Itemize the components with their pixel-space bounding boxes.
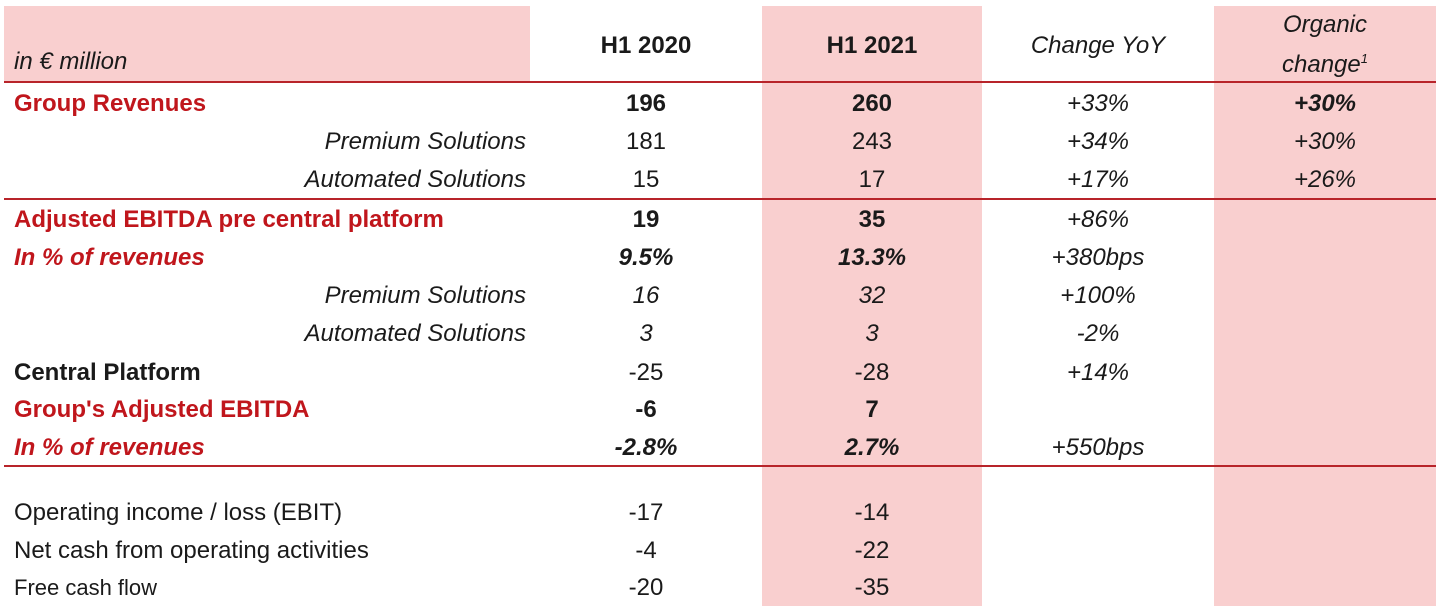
cell-change-yoy — [988, 494, 1208, 532]
row-label: Group Revenues — [14, 90, 207, 117]
cell-organic — [1214, 239, 1436, 277]
row-label: Automated Solutions — [304, 166, 526, 193]
row-label: Central Platform — [14, 359, 201, 386]
cell-h1-2020: -20 — [628, 574, 664, 601]
cell-h1-2020: 181 — [625, 128, 667, 155]
cell-organic — [1214, 569, 1436, 607]
cell-h1-2021: 32 — [858, 282, 886, 309]
unit-label: in € million — [14, 48, 128, 75]
cell-h1-2021: 260 — [851, 90, 893, 117]
cell-h1-2020: 196 — [625, 90, 667, 117]
cell-organic — [1214, 391, 1436, 429]
row-label: Free cash flow — [14, 575, 158, 600]
cell-change-yoy — [988, 532, 1208, 570]
cell-h1-2021: 35 — [858, 206, 886, 233]
label-header-band — [4, 6, 530, 81]
cell-change-yoy: +86% — [1066, 206, 1130, 233]
row-label: In % of revenues — [14, 244, 205, 271]
cell-change-yoy: +17% — [1066, 166, 1130, 193]
cell-h1-2020: 19 — [632, 206, 660, 233]
cell-organic — [1214, 201, 1436, 239]
cell-h1-2020: 3 — [639, 320, 653, 347]
cell-change-yoy: +33% — [1066, 90, 1130, 117]
cell-organic: +26% — [1293, 166, 1357, 193]
cell-h1-2021: 13.3% — [837, 244, 907, 271]
cell-organic — [1214, 277, 1436, 315]
header-h1-2021: H1 2021 — [826, 32, 918, 59]
cell-organic — [1214, 315, 1436, 353]
cell-change-yoy — [988, 569, 1208, 607]
cell-organic — [1214, 354, 1436, 392]
header-organic-line1: Organic — [1282, 11, 1368, 38]
cell-organic: +30% — [1293, 90, 1357, 117]
row-label: Premium Solutions — [324, 128, 526, 155]
header-change-yoy: Change YoY — [1030, 32, 1166, 59]
cell-h1-2020: 15 — [632, 166, 660, 193]
cell-h1-2021: 243 — [851, 128, 893, 155]
cell-h1-2021: -22 — [854, 537, 890, 564]
footnote-marker: 1 — [1360, 51, 1368, 66]
row-label: Net cash from operating activities — [14, 537, 369, 564]
ebitda-section-rule — [4, 465, 1436, 467]
cell-h1-2021: 7 — [865, 396, 879, 423]
cell-h1-2020: 16 — [632, 282, 660, 309]
cell-h1-2020: -2.8% — [614, 434, 678, 461]
header-organic-text: change — [1282, 51, 1361, 78]
cell-change-yoy: +380bps — [1051, 244, 1145, 271]
row-label: In % of revenues — [14, 434, 205, 461]
cell-change-yoy: +14% — [1066, 359, 1130, 386]
cell-h1-2020: -25 — [628, 359, 664, 386]
row-label: Adjusted EBITDA pre central platform — [14, 206, 444, 233]
cell-change-yoy: +100% — [1060, 282, 1136, 309]
cell-h1-2021: -28 — [854, 359, 890, 386]
cell-h1-2020: -17 — [628, 499, 664, 526]
cell-change-yoy: -2% — [1076, 320, 1120, 347]
header-organic-change: Organic change1 — [1214, 8, 1436, 82]
row-label: Automated Solutions — [304, 320, 526, 347]
cell-organic — [1214, 494, 1436, 532]
cell-h1-2020: 9.5% — [618, 244, 674, 271]
header-rule — [4, 81, 1436, 83]
revenue-section-rule — [4, 198, 1436, 200]
cell-h1-2020: -4 — [635, 537, 657, 564]
cell-h1-2021: 3 — [865, 320, 879, 347]
row-label: Group's Adjusted EBITDA — [14, 396, 310, 423]
cell-change-yoy: +550bps — [1051, 434, 1145, 461]
cell-h1-2021: -14 — [854, 499, 890, 526]
organic-column-band — [1214, 6, 1436, 606]
header-h1-2020: H1 2020 — [600, 32, 692, 59]
row-label: Premium Solutions — [324, 282, 526, 309]
cell-h1-2021: 17 — [858, 166, 886, 193]
cell-change-yoy — [988, 391, 1208, 429]
cell-h1-2021: 2.7% — [844, 434, 900, 461]
cell-h1-2021: -35 — [854, 574, 890, 601]
cell-organic — [1214, 532, 1436, 570]
cell-organic — [1214, 429, 1436, 467]
cell-organic: +30% — [1293, 128, 1357, 155]
row-label: Operating income / loss (EBIT) — [14, 499, 343, 526]
cell-change-yoy: +34% — [1066, 128, 1130, 155]
header-organic-line2: change1 — [1214, 42, 1436, 82]
cell-h1-2020: -6 — [635, 396, 657, 423]
h1-2021-column-band — [762, 6, 982, 606]
